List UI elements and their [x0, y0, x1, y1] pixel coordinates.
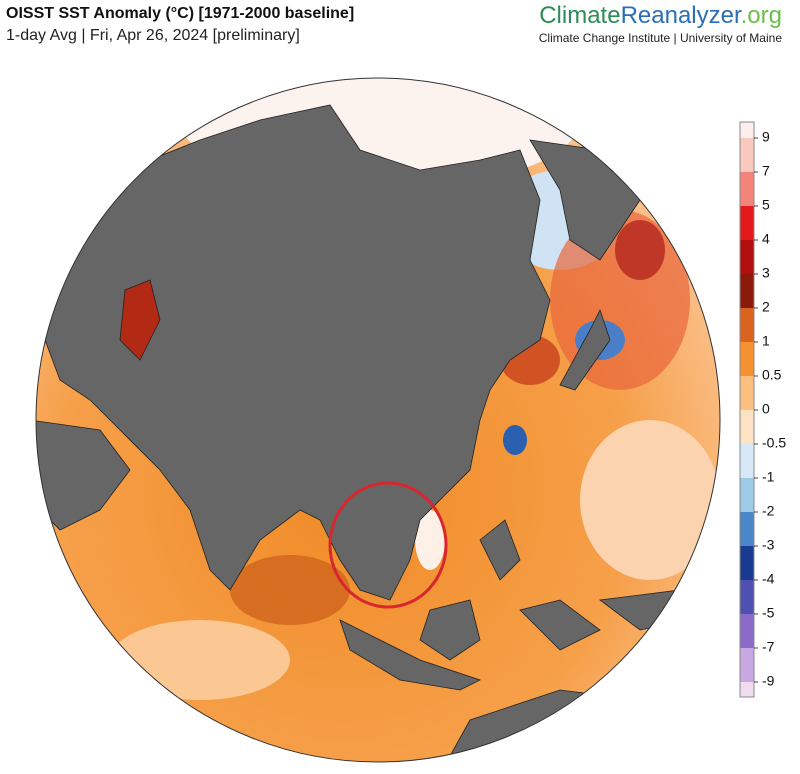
- colorbar: 9 7 5 4 3 2 1 0.5 0 -0.5 -1 -2 -3 -4 -5 -7 -9: [739, 121, 786, 698]
- highlight-circle: [328, 481, 448, 609]
- colorbar-band: [740, 308, 754, 342]
- colorbar-label: 9: [762, 129, 770, 145]
- colorbar-band: [740, 682, 754, 697]
- colorbar-label: -4: [762, 571, 775, 587]
- colorbar-label: -2: [762, 503, 775, 519]
- colorbar-band: [740, 478, 754, 512]
- colorbar-label: -1: [762, 469, 775, 485]
- colorbar-label: 4: [762, 231, 770, 247]
- colorbar-label: 0: [762, 401, 770, 417]
- colorbar-label: -7: [762, 639, 775, 655]
- colorbar-label: 7: [762, 163, 770, 179]
- colorbar-label: 2: [762, 299, 770, 315]
- colorbar-label: 0.5: [762, 367, 782, 383]
- colorbar-band: [740, 376, 754, 410]
- colorbar-band: [740, 274, 754, 308]
- brand-part: .org: [741, 2, 782, 29]
- colorbar-band: [740, 546, 754, 580]
- colorbar-band: [740, 138, 754, 172]
- colorbar-band: [740, 206, 754, 240]
- colorbar-label: 5: [762, 197, 770, 213]
- brand-part: Reanalyzer: [621, 2, 742, 29]
- colorbar-band: [740, 342, 754, 376]
- colorbar-band: [740, 512, 754, 546]
- colorbar-label: -3: [762, 537, 775, 553]
- colorbar-label: 3: [762, 265, 770, 281]
- colorbar-band: [740, 444, 754, 478]
- colorbar-band: [740, 122, 754, 138]
- colorbar-band: [740, 648, 754, 682]
- subtitle: 1-day Avg | Fri, Apr 26, 2024 [prelimina…: [6, 27, 300, 44]
- brand: ClimateReanalyzer.org: [539, 2, 782, 29]
- colorbar-band: [740, 172, 754, 206]
- colorbar-label: 1: [762, 333, 770, 349]
- colorbar-band: [740, 240, 754, 274]
- colorbar-label: -9: [762, 673, 775, 689]
- brand-part: Climate: [539, 2, 620, 29]
- colorbar-label: -0.5: [762, 435, 786, 451]
- affiliation: Climate Change Institute | University of…: [539, 31, 783, 45]
- colorbar-label: -5: [762, 605, 775, 621]
- colorbar-band: [740, 614, 754, 648]
- colorbar-band: [740, 580, 754, 614]
- colorbar-band: [740, 410, 754, 444]
- title: OISST SST Anomaly (°C) [1971-2000 baseli…: [6, 5, 354, 22]
